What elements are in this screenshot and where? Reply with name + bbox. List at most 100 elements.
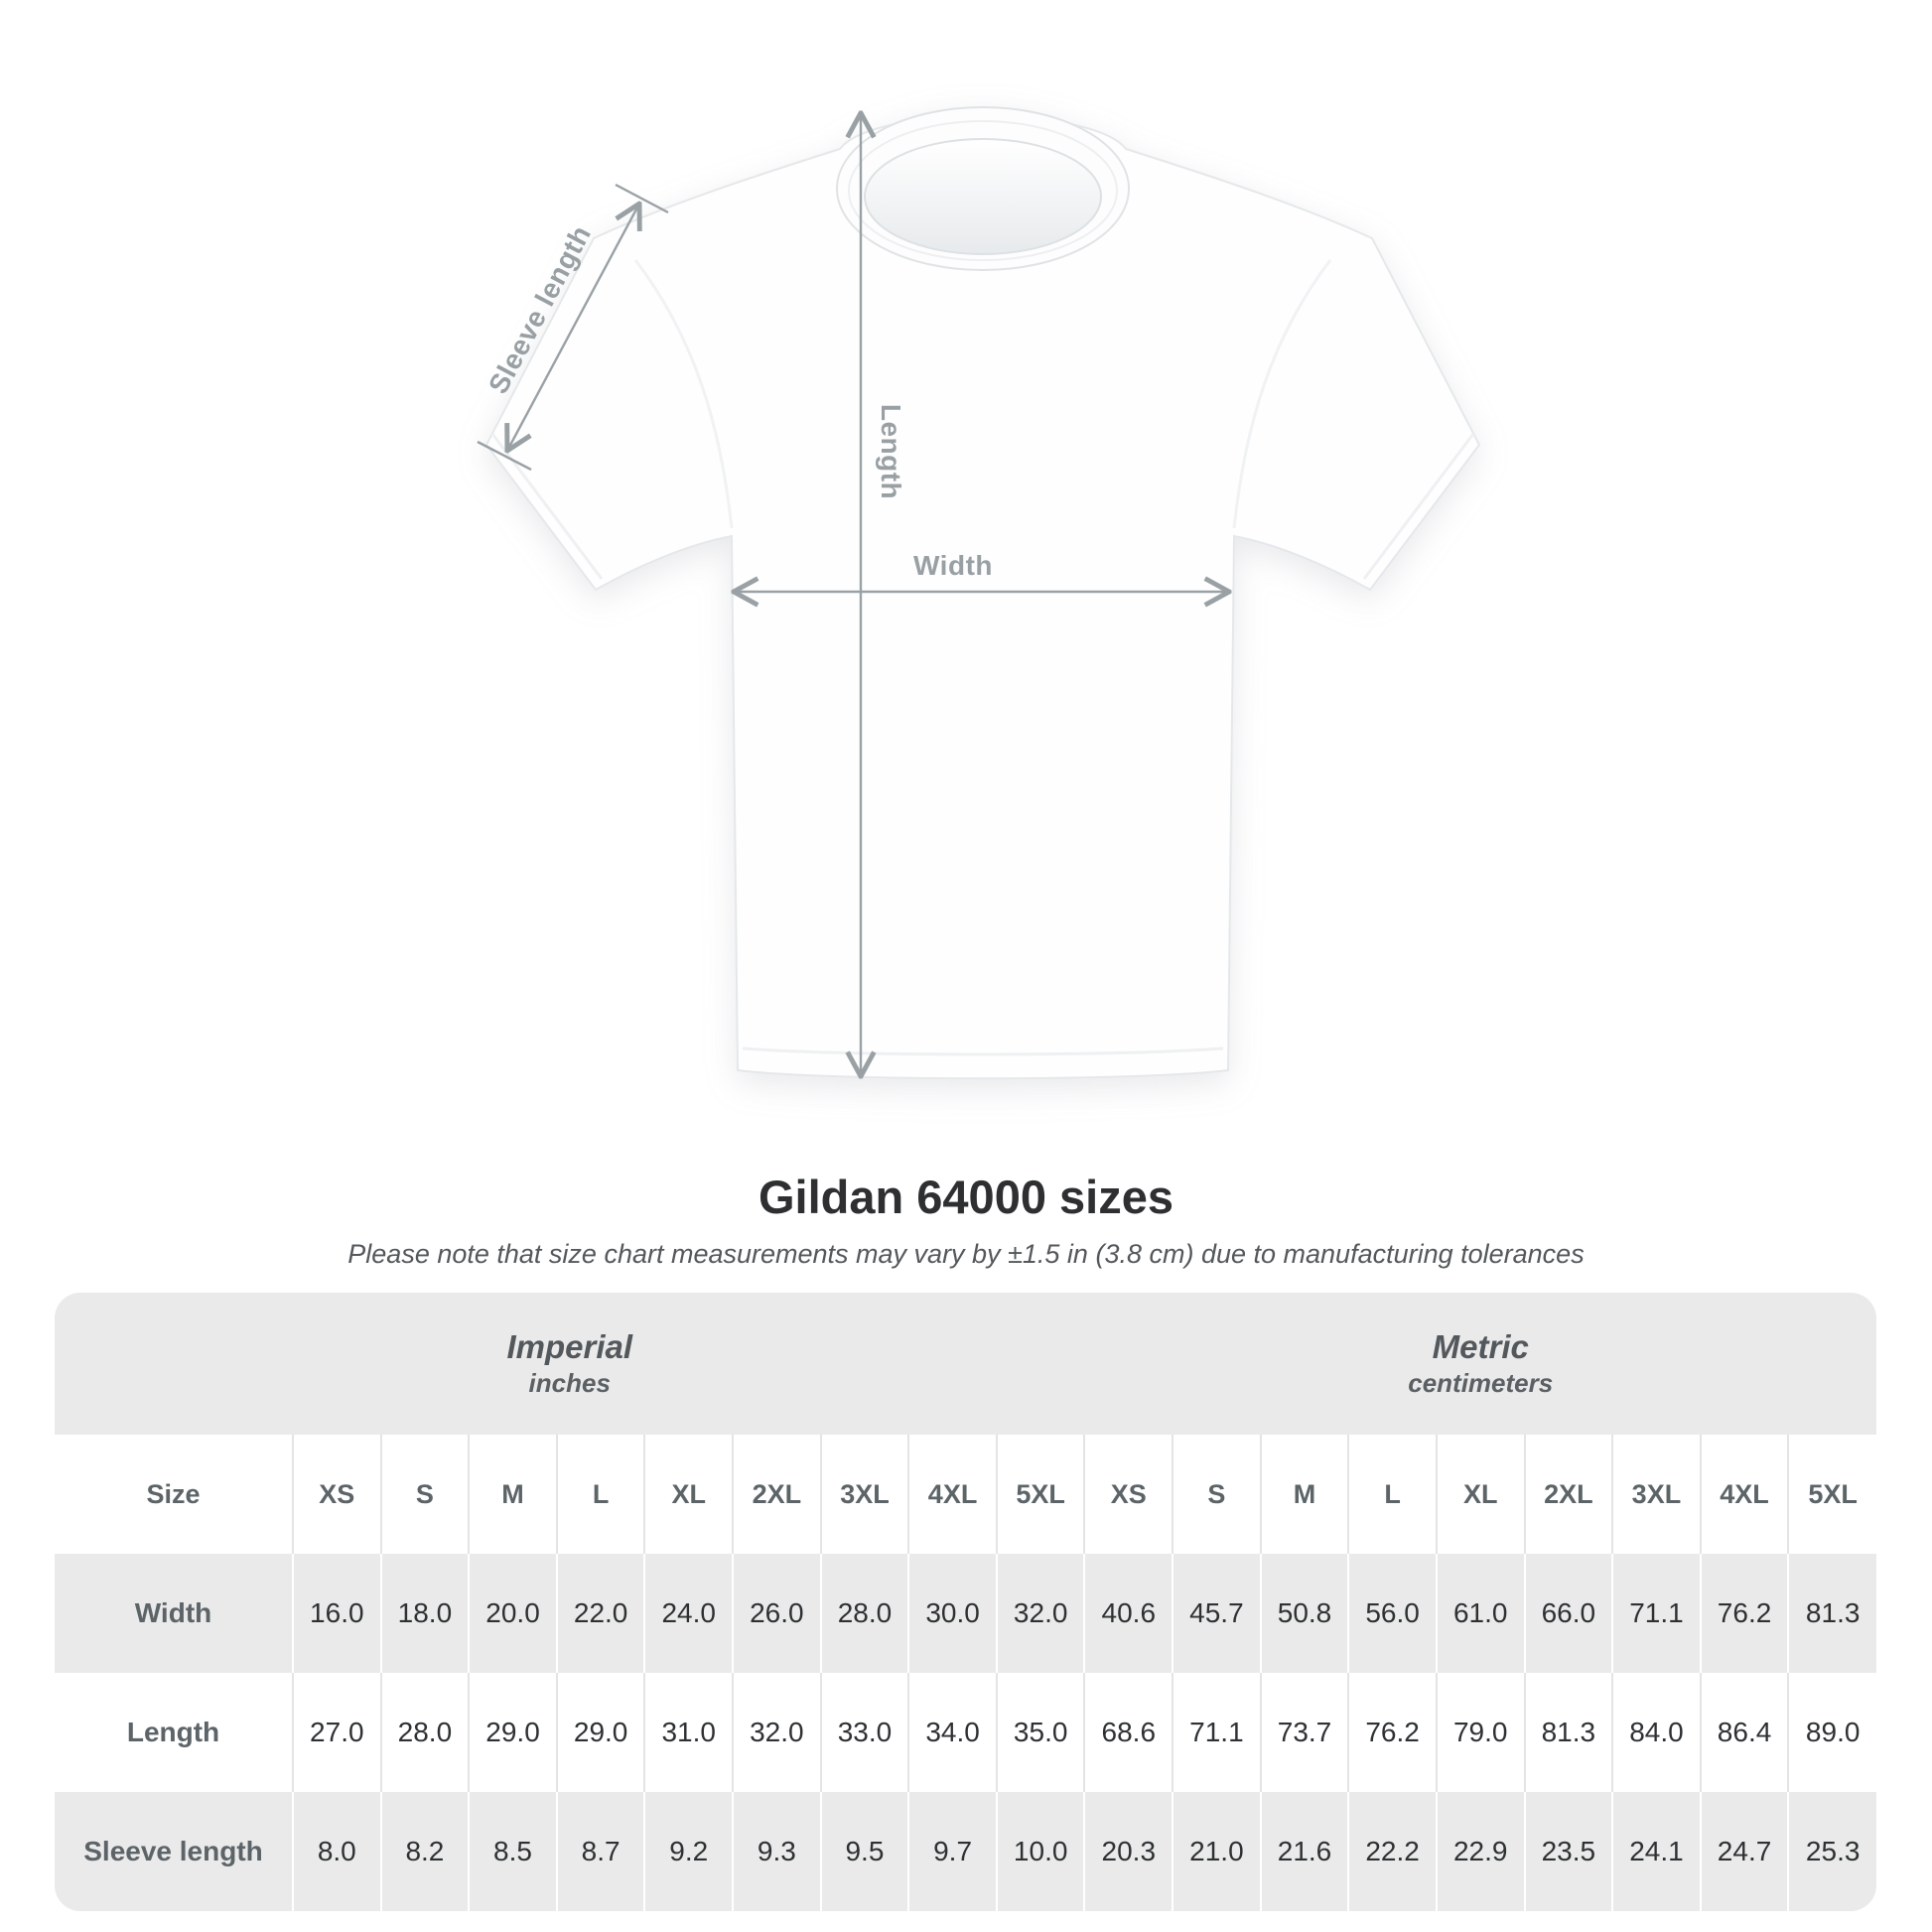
sleeve-tick-bottom	[477, 440, 532, 472]
measurement-value-cell: 73.7	[1259, 1673, 1349, 1792]
measurement-value-cell: 29.0	[468, 1673, 557, 1792]
measurement-value-cell: 81.3	[1523, 1673, 1613, 1792]
measurement-row: Sleeve length 8.0 8.2 8.5 8.7 9.2 9.3 9.5 9.7 10.…	[55, 1792, 1876, 1911]
measurement-value-cell: 8.7	[555, 1792, 645, 1911]
measurement-value-cell: 9.5	[819, 1792, 909, 1911]
measurement-value-cell: 86.4	[1699, 1673, 1789, 1792]
measurement-row-label: Length	[126, 1717, 220, 1747]
size-table-container: Imperial inches Metric centimeters Size …	[55, 1293, 1876, 1911]
measurement-value-cell: 24.1	[1611, 1792, 1701, 1911]
size-table: Imperial inches Metric centimeters Size …	[55, 1293, 1876, 1911]
tshirt-diagram	[477, 106, 1481, 1080]
measurement-value-cell: 40.6	[1083, 1554, 1173, 1673]
size-column-header: XL	[643, 1435, 734, 1554]
sleeve-tick-top	[615, 183, 669, 214]
measurement-row-label: Width	[134, 1597, 212, 1628]
measurement-value-cell: 20.3	[1083, 1792, 1173, 1911]
measurement-arrows	[477, 115, 1227, 1074]
measurement-value-cell: 9.7	[907, 1792, 997, 1911]
measurement-value-cell: 68.6	[1083, 1673, 1173, 1792]
size-column-header: S	[379, 1435, 470, 1554]
imperial-unit: inches	[528, 1368, 611, 1399]
size-column-title: Size	[146, 1478, 201, 1509]
measurement-value-cell: 28.0	[819, 1554, 909, 1673]
measurement-value-cell: 32.0	[995, 1554, 1085, 1673]
size-column-header: 2XL	[732, 1435, 821, 1554]
size-column-header: XS	[292, 1435, 381, 1554]
size-column-header: 2XL	[1523, 1435, 1613, 1554]
measurement-value-cell: 50.8	[1259, 1554, 1349, 1673]
tolerance-note: Please note that size chart measurements…	[347, 1239, 1585, 1269]
measurement-value-cell: 71.1	[1172, 1673, 1261, 1792]
measurement-value-cell: 84.0	[1611, 1673, 1701, 1792]
metric-group-header: Metric centimeters	[1084, 1293, 1876, 1435]
measurement-value-cell: 18.0	[379, 1554, 470, 1673]
measurement-value-cell: 31.0	[643, 1673, 734, 1792]
measurement-value-cell: 21.6	[1259, 1792, 1349, 1911]
measurement-value-cell: 22.2	[1347, 1792, 1437, 1911]
measurement-value-cell: 29.0	[555, 1673, 645, 1792]
measurement-value-cell: 24.0	[643, 1554, 734, 1673]
measurement-value-cell: 89.0	[1787, 1673, 1876, 1792]
measurement-value-cell: 22.0	[555, 1554, 645, 1673]
size-column-header: 4XL	[907, 1435, 997, 1554]
size-column-header: 5XL	[1787, 1435, 1876, 1554]
measurement-value-cell: 76.2	[1699, 1554, 1789, 1673]
measurement-value-cell: 8.2	[379, 1792, 470, 1911]
measurement-value-cell: 71.1	[1611, 1554, 1701, 1673]
measurement-value-cell: 66.0	[1523, 1554, 1613, 1673]
metric-unit: centimeters	[1408, 1368, 1554, 1399]
size-column-header: XS	[1083, 1435, 1173, 1554]
length-label: Length	[876, 403, 906, 500]
measurement-value-cell: 56.0	[1347, 1554, 1437, 1673]
size-column-header: M	[468, 1435, 557, 1554]
measurement-row-label: Sleeve length	[83, 1836, 263, 1866]
size-column-header: 3XL	[819, 1435, 909, 1554]
measurement-value-cell: 35.0	[995, 1673, 1085, 1792]
measurement-value-cell: 20.0	[468, 1554, 557, 1673]
measurement-value-cell: 61.0	[1435, 1554, 1525, 1673]
measurement-value-cell: 25.3	[1787, 1792, 1876, 1911]
measurement-value-cell: 28.0	[379, 1673, 470, 1792]
measurement-value-cell: 9.3	[732, 1792, 821, 1911]
size-column-header: L	[555, 1435, 645, 1554]
measurement-value-cell: 9.2	[643, 1792, 734, 1911]
unit-group-row: Imperial inches Metric centimeters	[55, 1293, 1876, 1435]
size-column-header: M	[1259, 1435, 1349, 1554]
metric-label: Metric	[1432, 1327, 1529, 1365]
size-column-header: S	[1172, 1435, 1261, 1554]
measurement-value-cell: 30.0	[907, 1554, 997, 1673]
measurement-row: Length 27.0 28.0 29.0 29.0 31.0 32.0 33.0 34.0 35…	[55, 1673, 1876, 1792]
imperial-group-header: Imperial inches	[55, 1293, 1085, 1435]
width-label: Width	[913, 550, 993, 581]
measurement-value-cell: 33.0	[819, 1673, 909, 1792]
imperial-label: Imperial	[506, 1327, 633, 1365]
measurement-value-cell: 8.0	[292, 1792, 381, 1911]
measurement-value-cell: 8.5	[468, 1792, 557, 1911]
measurement-row: Width 16.0 18.0 20.0 22.0 24.0 26.0 28.0 30.0 32.…	[55, 1554, 1876, 1673]
page-title: Gildan 64000 sizes	[758, 1171, 1174, 1223]
size-column-header: 5XL	[995, 1435, 1085, 1554]
measurement-value-cell: 22.9	[1435, 1792, 1525, 1911]
measurement-value-cell: 26.0	[732, 1554, 821, 1673]
measurement-value-cell: 45.7	[1172, 1554, 1261, 1673]
measurement-value-cell: 76.2	[1347, 1673, 1437, 1792]
measurement-value-cell: 16.0	[292, 1554, 381, 1673]
measurement-value-cell: 27.0	[292, 1673, 381, 1792]
measurement-value-cell: 34.0	[907, 1673, 997, 1792]
size-column-header: L	[1347, 1435, 1437, 1554]
size-column-header: 3XL	[1611, 1435, 1701, 1554]
size-column-header: XL	[1435, 1435, 1525, 1554]
measurement-value-cell: 10.0	[995, 1792, 1085, 1911]
measurement-value-cell: 79.0	[1435, 1673, 1525, 1792]
size-column-header: 4XL	[1699, 1435, 1789, 1554]
size-header-row: Size XS S M L XL 2XL 3XL 4XL 5XL XS S M L XL 2XL 3XL 4XL…	[55, 1435, 1876, 1554]
measurement-rows: Width 16.0 18.0 20.0 22.0 24.0 26.0 28.0 30.0 32.…	[55, 1554, 1876, 1911]
sleeve-arrow	[508, 206, 638, 449]
measurement-value-cell: 21.0	[1172, 1792, 1261, 1911]
measurement-value-cell: 23.5	[1523, 1792, 1613, 1911]
measurement-value-cell: 81.3	[1787, 1554, 1876, 1673]
measurement-value-cell: 32.0	[732, 1673, 821, 1792]
measurement-value-cell: 24.7	[1699, 1792, 1789, 1911]
